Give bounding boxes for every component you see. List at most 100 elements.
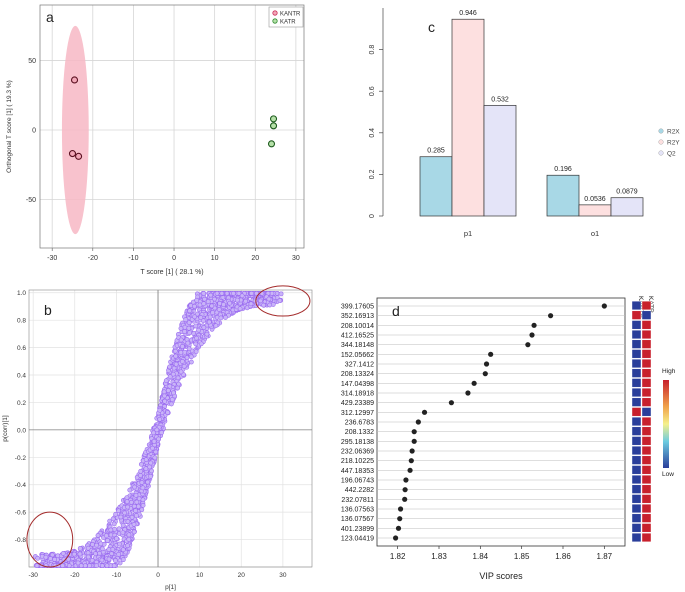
variable-point	[117, 541, 122, 547]
vip-point	[395, 525, 402, 531]
variable-point	[167, 374, 173, 380]
heatmap-cell	[641, 416, 652, 427]
variable-point	[97, 550, 102, 556]
variable-point	[165, 410, 171, 415]
panel-label-b: b	[44, 302, 52, 318]
feature-label: 136.07563	[341, 507, 374, 514]
variable-point	[192, 303, 197, 309]
vip-point	[601, 303, 607, 309]
x-tick-label: -20	[70, 572, 80, 579]
y-tick-label: 0.4	[369, 128, 376, 138]
variable-point	[140, 497, 146, 503]
variable-point	[126, 532, 132, 538]
variable-point	[75, 560, 81, 566]
variable-point	[93, 551, 98, 557]
variable-point	[171, 390, 176, 396]
feature-label: 295.18138	[341, 439, 374, 446]
variable-point	[120, 530, 126, 535]
variable-point	[204, 331, 210, 337]
panel-label-c: c	[428, 19, 435, 35]
vip-point	[529, 332, 535, 338]
heatmap-cell	[631, 532, 642, 543]
variable-point	[87, 563, 92, 569]
y-axis-title: p(corr)[1]	[2, 415, 9, 442]
category-label: p1	[464, 229, 472, 238]
heatmap-cell	[641, 532, 652, 543]
y-tick-label: 0.2	[17, 400, 26, 407]
x-tick-label: 1.82	[390, 552, 406, 561]
legend-marker	[658, 128, 664, 134]
variable-point	[194, 335, 199, 341]
variable-point	[124, 499, 130, 504]
legend-marker	[272, 18, 278, 24]
variable-point	[148, 473, 154, 479]
feature-label: 442.2282	[345, 487, 374, 494]
vip-point	[409, 448, 415, 454]
vip-point	[397, 516, 403, 522]
feature-label: 208.1332	[345, 429, 374, 436]
variable-point	[227, 300, 233, 306]
x-axis-title: VIP scores	[479, 571, 523, 581]
heatmap-cell	[631, 320, 642, 330]
variable-point	[94, 563, 99, 569]
heatmap-cell	[641, 465, 652, 475]
x-tick-label: 1.87	[597, 552, 613, 561]
heatmap-cell	[641, 387, 652, 398]
vip-point	[408, 458, 414, 464]
plot-frame	[28, 289, 313, 568]
heatmap-cell	[631, 494, 642, 504]
variable-point	[113, 558, 118, 564]
variable-point	[111, 521, 117, 527]
variable-point	[213, 323, 219, 329]
legend-marker	[272, 10, 278, 16]
feature-label: 196.06743	[341, 478, 374, 485]
vip-point	[548, 313, 554, 319]
variable-point	[126, 537, 132, 542]
variable-point	[209, 303, 215, 309]
vip-point	[488, 351, 494, 357]
variable-point	[55, 553, 61, 559]
variable-point	[113, 511, 119, 517]
heatmap-cell	[641, 368, 652, 378]
variable-point	[120, 522, 126, 528]
variable-point	[52, 557, 57, 562]
vip-point	[483, 361, 490, 367]
variable-point	[48, 556, 53, 561]
variable-point	[143, 457, 149, 463]
pca-score-plot: -30 -20 -10 0 10 20 30 -50 0 50 a T score [1] ( 28.…	[6, 4, 305, 276]
variable-point	[173, 361, 179, 367]
x-tick-label: 1.84	[473, 552, 489, 561]
y-tick-label: 0.8	[369, 45, 376, 55]
variable-point	[124, 495, 130, 501]
variable-point	[178, 369, 184, 375]
variable-point	[170, 371, 176, 377]
heatmap-cell	[641, 503, 652, 514]
y-tick-label: 0.6	[369, 86, 376, 96]
kantr-confidence-ellipse	[61, 25, 89, 235]
variable-point	[85, 545, 91, 551]
vip-point	[448, 400, 454, 406]
variable-point	[132, 484, 137, 490]
sample-point-kantr	[68, 150, 77, 158]
variable-point	[224, 291, 230, 296]
color-scale-low-label: Low	[662, 471, 674, 478]
sample-point-katr	[269, 115, 278, 123]
x-tick-label: 0	[172, 255, 176, 262]
heatmap-cell	[641, 397, 652, 407]
highlight-ellipse	[26, 511, 74, 568]
variable-point	[200, 318, 206, 324]
variable-point	[82, 563, 88, 569]
variable-point	[104, 563, 110, 569]
x-axis-title: p[1]	[165, 584, 176, 591]
variable-point	[206, 319, 212, 325]
x-tick-label: 0	[156, 572, 160, 579]
variable-point	[103, 533, 109, 539]
y-tick-label: 0	[369, 214, 376, 218]
variable-point	[111, 563, 117, 569]
heatmap-cell	[631, 397, 642, 407]
variable-point	[234, 297, 240, 303]
variable-point	[77, 551, 83, 557]
variable-point	[116, 508, 122, 514]
legend-label: R2Y	[667, 140, 680, 147]
variable-point	[186, 346, 192, 352]
